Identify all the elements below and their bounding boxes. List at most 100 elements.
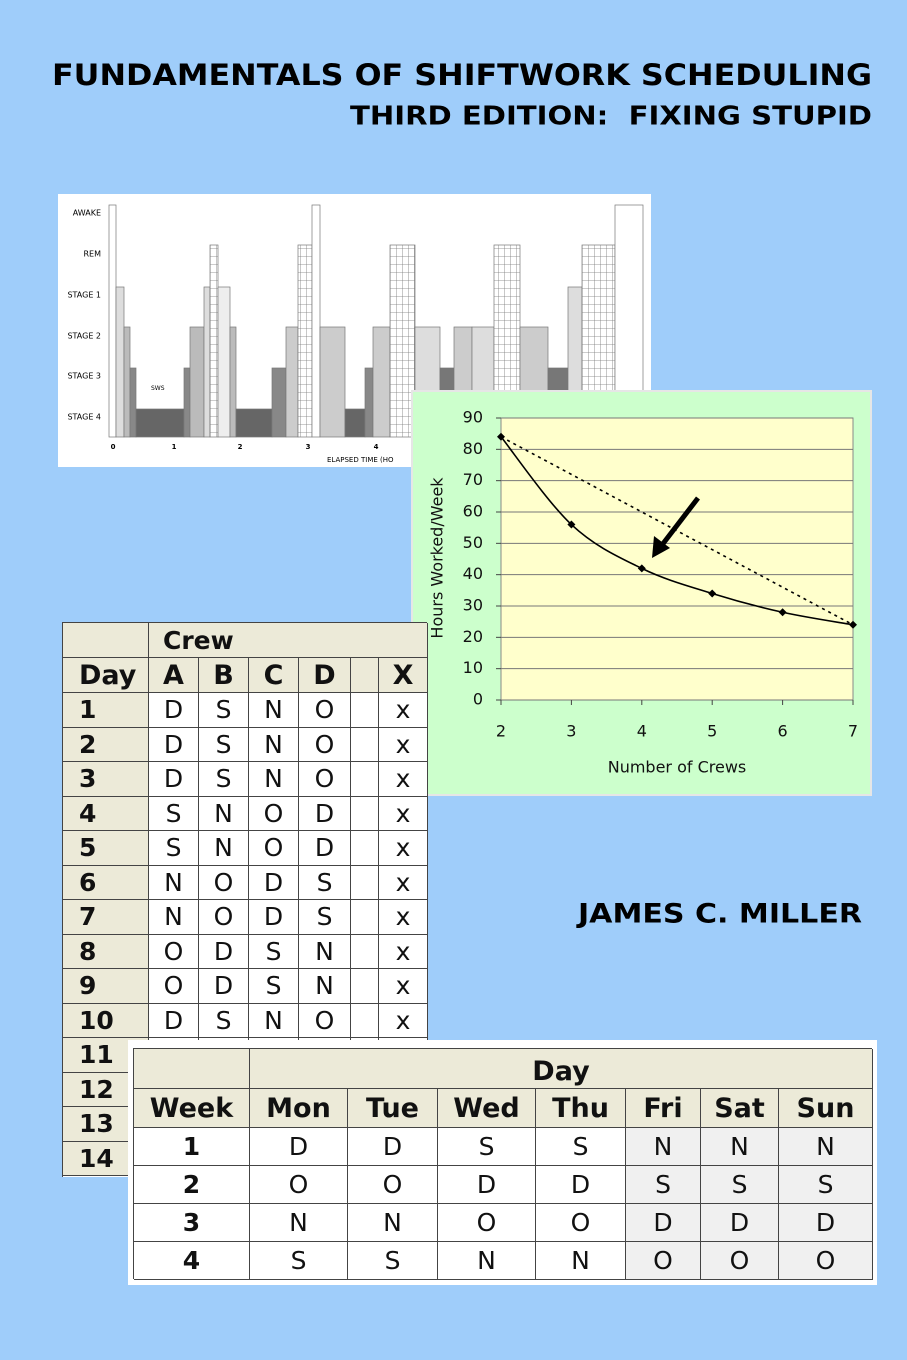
shift-cell: O [299, 727, 351, 762]
group-header: Crew [149, 623, 428, 658]
x-tick-label: 2 [238, 443, 243, 451]
shift-cell: x [379, 693, 428, 728]
shift-cell: D [701, 1204, 779, 1242]
shift-cell: N [149, 900, 199, 935]
x-tick-label: 3 [306, 443, 311, 451]
stage-block [203, 286, 211, 438]
shift-cell: N [199, 831, 249, 866]
shift-cell: S [626, 1166, 701, 1204]
day-cell: 4 [63, 796, 149, 831]
shift-cell: x [379, 934, 428, 969]
stage-block [389, 244, 416, 438]
day-cell: 9 [63, 969, 149, 1004]
shift-cell: N [250, 1204, 348, 1242]
shift-cell: N [249, 727, 299, 762]
shift-cell: N [299, 934, 351, 969]
shift-cell: S [299, 865, 351, 900]
shift-cell [351, 831, 379, 866]
shift-cell: S [199, 1003, 249, 1038]
column-header: D [299, 658, 351, 693]
column-header: Sat [701, 1089, 779, 1128]
shift-cell: D [249, 865, 299, 900]
shift-cell: D [199, 934, 249, 969]
shift-cell: O [438, 1204, 536, 1242]
week-table: Day Week Mon Tue Wed Thu Fri Sat Sun 1 D D S S N N N 2 O O D… [133, 1048, 873, 1280]
shift-cell: N [438, 1242, 536, 1280]
header-cell [134, 1049, 250, 1089]
stage-block [115, 286, 125, 438]
shift-cell: O [199, 900, 249, 935]
header-cell [63, 623, 149, 658]
stage-label: STAGE 3 [67, 372, 101, 381]
stage-block [271, 367, 287, 438]
shift-cell [351, 727, 379, 762]
stage-block [364, 367, 374, 438]
shift-cell: x [379, 1003, 428, 1038]
day-cell: 8 [63, 934, 149, 969]
shift-cell: D [149, 1003, 199, 1038]
stage-label: STAGE 4 [67, 413, 101, 422]
shift-cell: D [438, 1166, 536, 1204]
shift-cell: O [199, 865, 249, 900]
stage-block [189, 326, 205, 438]
stage-block [547, 367, 569, 438]
x-tick-label: 1 [172, 443, 177, 451]
shift-cell: O [149, 934, 199, 969]
shift-cell: O [249, 796, 299, 831]
shift-cell: O [299, 1003, 351, 1038]
shift-cell [351, 1003, 379, 1038]
stage-block [123, 326, 131, 438]
shift-cell: S [199, 727, 249, 762]
shift-cell: O [536, 1204, 626, 1242]
column-header: Sun [779, 1089, 873, 1128]
shift-cell: N [626, 1128, 701, 1166]
stage-block [344, 408, 366, 438]
shift-cell: O [626, 1242, 701, 1280]
subtitle: THIRD EDITION: FIXING STUPID [350, 102, 872, 132]
shift-cell: D [536, 1166, 626, 1204]
shift-cell: S [438, 1128, 536, 1166]
shift-cell: N [779, 1128, 873, 1166]
shift-cell: N [149, 865, 199, 900]
shift-cell: D [149, 693, 199, 728]
shift-cell: x [379, 796, 428, 831]
column-header: Day [63, 658, 149, 693]
x-axis-label: ELAPSED TIME (HO [327, 456, 394, 464]
week-cell: 1 [134, 1128, 250, 1166]
shift-cell: S [348, 1242, 438, 1280]
shift-cell [351, 762, 379, 797]
stage-block [285, 326, 299, 438]
annotation: SWS [151, 385, 165, 392]
day-cell: 10 [63, 1003, 149, 1038]
stage-block [108, 204, 117, 438]
hypnogram: AWAKE REM STAGE 1 STAGE 2 STAGE 3 STAGE 4 SWS 0… [58, 194, 651, 467]
x-tick-label: 0 [111, 443, 116, 451]
column-header: Mon [250, 1089, 348, 1128]
shift-cell [351, 934, 379, 969]
day-cell: 6 [63, 865, 149, 900]
x-tick-label: 4 [374, 443, 379, 451]
shift-cell: N [249, 762, 299, 797]
stage-block [439, 367, 455, 438]
column-header [351, 658, 379, 693]
shift-cell: O [348, 1166, 438, 1204]
shift-cell: O [249, 831, 299, 866]
week-cell: 4 [134, 1242, 250, 1280]
column-header: Wed [438, 1089, 536, 1128]
stage-block [372, 326, 391, 438]
stage-block [319, 326, 346, 438]
day-cell: 5 [63, 831, 149, 866]
shift-cell: x [379, 969, 428, 1004]
shift-cell: N [299, 969, 351, 1004]
stage-block [235, 408, 273, 438]
column-header: C [249, 658, 299, 693]
shift-cell: D [250, 1128, 348, 1166]
shift-cell: x [379, 865, 428, 900]
stage-block [209, 244, 219, 438]
shift-cell: x [379, 900, 428, 935]
column-header: Tue [348, 1089, 438, 1128]
shift-cell: S [149, 831, 199, 866]
day-cell: 1 [63, 693, 149, 728]
stage-block [453, 326, 473, 438]
